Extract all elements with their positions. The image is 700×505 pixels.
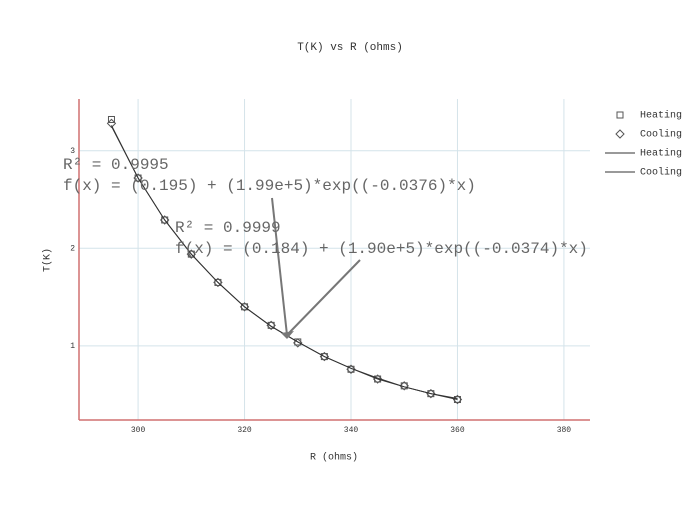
y-axis-label: T(K) <box>42 248 54 272</box>
square-marker <box>107 115 115 123</box>
square-marker <box>453 396 461 404</box>
y-tick-label: 2 <box>70 244 75 253</box>
square-marker <box>616 111 624 119</box>
annotation-text: R² = 0.9995 <box>63 156 169 174</box>
square-marker <box>161 216 169 224</box>
legend-label: Cooling <box>640 167 682 179</box>
square-marker <box>214 278 222 286</box>
annotation-text: f(x) = (0.195) + (1.99e+5)*exp((-0.0376)… <box>63 177 476 195</box>
annotation-arrow <box>271 197 288 336</box>
x-tick-label: 320 <box>237 426 252 435</box>
legend-label: Cooling <box>640 129 682 141</box>
square-marker <box>134 174 142 182</box>
annotation-arrow <box>286 259 361 336</box>
y-tick-label: 3 <box>70 147 75 156</box>
diamond-marker <box>159 215 170 225</box>
x-axis-label: R (ohms) <box>310 452 358 464</box>
x-tick-label: 300 <box>131 426 146 435</box>
y-tick-label: 1 <box>70 342 75 351</box>
diamond-marker <box>133 173 143 183</box>
annotation-text: f(x) = (0.184) + (1.90e+5)*exp((-0.0374)… <box>175 240 588 258</box>
x-tick-label: 380 <box>557 426 572 435</box>
diamond-marker <box>399 381 409 391</box>
x-tick-label: 340 <box>344 426 359 435</box>
x-tick-label: 360 <box>450 426 465 435</box>
diamond-marker <box>346 364 356 374</box>
arrow-head <box>281 331 294 339</box>
square-marker <box>241 303 249 311</box>
diamond-marker <box>426 388 436 399</box>
square-marker <box>187 250 195 258</box>
diamond-marker <box>186 249 197 259</box>
square-marker <box>267 321 275 329</box>
square-marker <box>320 353 328 361</box>
legend-label: Heating <box>640 110 682 122</box>
diamond-marker <box>293 338 303 348</box>
diamond-marker <box>213 277 223 288</box>
square-marker <box>427 390 435 398</box>
annotation-text: R² = 0.9999 <box>175 219 281 237</box>
diamond-marker <box>239 302 250 312</box>
diamond-marker <box>615 129 625 139</box>
chart-title: T(K) vs R (ohms) <box>297 42 403 54</box>
legend-label: Heating <box>640 148 682 160</box>
